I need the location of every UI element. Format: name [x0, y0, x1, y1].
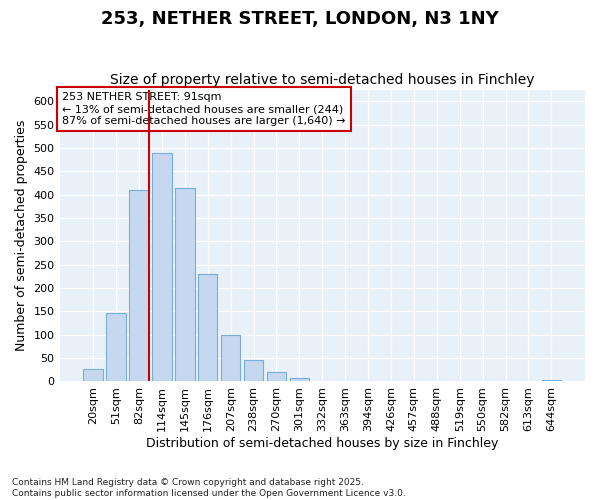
Bar: [152, 152, 172, 382]
Bar: [198, 274, 217, 382]
Text: Contains HM Land Registry data © Crown copyright and database right 2025.
Contai: Contains HM Land Registry data © Crown c…: [12, 478, 406, 498]
X-axis label: Distribution of semi-detached houses by size in Finchley: Distribution of semi-detached houses by …: [146, 437, 499, 450]
Bar: [313, 380, 332, 382]
Bar: [106, 313, 126, 382]
Bar: [267, 372, 286, 382]
Bar: [244, 360, 263, 382]
Bar: [83, 369, 103, 382]
Bar: [129, 190, 149, 382]
Bar: [175, 188, 194, 382]
Title: Size of property relative to semi-detached houses in Finchley: Size of property relative to semi-detach…: [110, 73, 535, 87]
Text: 253, NETHER STREET, LONDON, N3 1NY: 253, NETHER STREET, LONDON, N3 1NY: [101, 10, 499, 28]
Y-axis label: Number of semi-detached properties: Number of semi-detached properties: [15, 120, 28, 351]
Bar: [542, 380, 561, 382]
Bar: [290, 378, 309, 382]
Bar: [221, 335, 241, 382]
Text: 253 NETHER STREET: 91sqm
← 13% of semi-detached houses are smaller (244)
87% of : 253 NETHER STREET: 91sqm ← 13% of semi-d…: [62, 92, 346, 126]
